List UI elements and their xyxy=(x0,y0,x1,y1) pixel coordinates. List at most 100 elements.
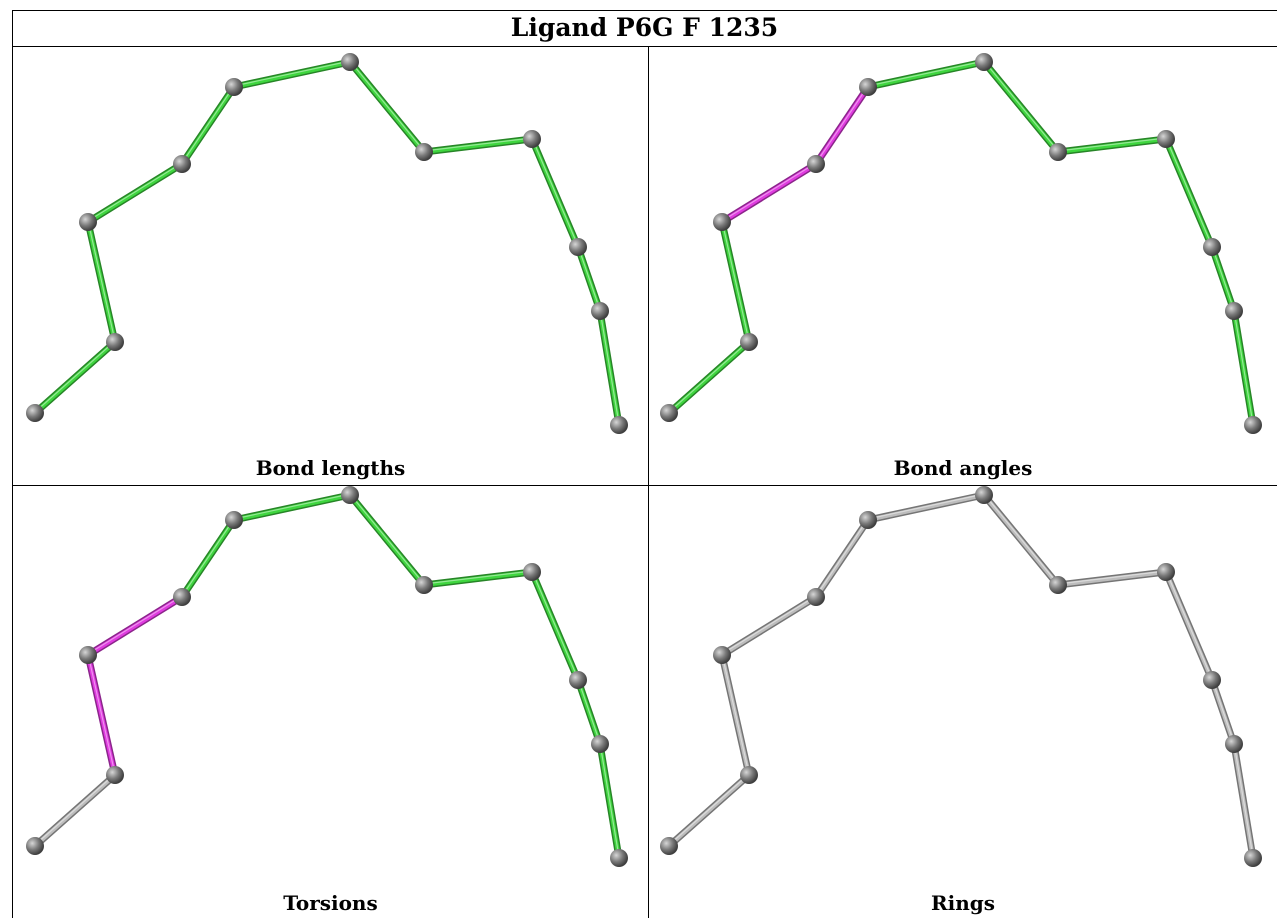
bond-3 xyxy=(178,516,238,601)
bond-2 xyxy=(718,593,820,659)
bond-4 xyxy=(230,491,354,524)
bond-4 xyxy=(864,491,988,524)
panel-bond-lengths: Bond lengths xyxy=(13,47,648,485)
bond-8 xyxy=(574,676,604,748)
panel-torsions: Torsions xyxy=(13,486,648,918)
bond-5 xyxy=(346,58,428,156)
atom-3 xyxy=(807,588,825,606)
atom-5 xyxy=(975,486,993,504)
atom-3 xyxy=(173,155,191,173)
caption-rings: Rings xyxy=(930,891,995,915)
atom-5 xyxy=(341,53,359,71)
molecule-torsions xyxy=(26,486,628,867)
row-divider xyxy=(12,485,1277,486)
atom-0 xyxy=(660,404,678,422)
bond-6 xyxy=(1054,135,1170,156)
bond-3 xyxy=(178,83,238,168)
atom-6 xyxy=(1049,576,1067,594)
bond-0 xyxy=(31,338,119,417)
bond-7 xyxy=(528,135,582,251)
atom-10 xyxy=(610,849,628,867)
atom-6 xyxy=(415,143,433,161)
atom-4 xyxy=(225,511,243,529)
atom-0 xyxy=(26,404,44,422)
atom-10 xyxy=(1244,416,1262,434)
bond-9 xyxy=(1230,307,1257,429)
atom-5 xyxy=(341,486,359,504)
bond-9 xyxy=(596,307,623,429)
bond-4 xyxy=(230,58,354,91)
atom-10 xyxy=(1244,849,1262,867)
column-divider xyxy=(648,46,649,918)
atom-9 xyxy=(1225,735,1243,753)
panel-bond-angles: Bond angles xyxy=(649,47,1277,485)
bond-8 xyxy=(1208,243,1238,315)
atom-5 xyxy=(975,53,993,71)
atom-1 xyxy=(740,766,758,784)
atom-0 xyxy=(26,837,44,855)
bond-7 xyxy=(1162,568,1216,684)
bond-2 xyxy=(84,160,186,226)
bond-1 xyxy=(718,218,753,346)
atom-1 xyxy=(740,333,758,351)
caption-bond-lengths: Bond lengths xyxy=(255,456,406,480)
panel-rings: Rings xyxy=(649,486,1277,918)
bond-6 xyxy=(1054,568,1170,589)
bond-5 xyxy=(980,491,1062,589)
bond-5 xyxy=(980,58,1062,156)
atom-8 xyxy=(1203,238,1221,256)
atom-6 xyxy=(1049,143,1067,161)
bond-8 xyxy=(574,243,604,315)
frame-left xyxy=(12,10,13,918)
caption-torsions: Torsions xyxy=(283,891,378,915)
atom-2 xyxy=(713,646,731,664)
bond-3 xyxy=(812,83,872,168)
atom-1 xyxy=(106,766,124,784)
atom-9 xyxy=(1225,302,1243,320)
bond-0 xyxy=(665,338,753,417)
atom-10 xyxy=(610,416,628,434)
atom-8 xyxy=(1203,671,1221,689)
bond-2 xyxy=(718,160,820,226)
bond-0 xyxy=(665,771,753,850)
bond-7 xyxy=(1162,135,1216,251)
bond-1 xyxy=(718,651,753,779)
bond-2 xyxy=(84,593,186,659)
atom-4 xyxy=(859,511,877,529)
atom-8 xyxy=(569,238,587,256)
atom-9 xyxy=(591,735,609,753)
bond-8 xyxy=(1208,676,1238,748)
molecule-rings xyxy=(660,486,1262,867)
frame-top xyxy=(12,10,1277,11)
atom-4 xyxy=(859,78,877,96)
atom-3 xyxy=(807,155,825,173)
atom-9 xyxy=(591,302,609,320)
caption-bond-angles: Bond angles xyxy=(893,456,1033,480)
bond-0 xyxy=(31,771,119,850)
bond-1 xyxy=(84,218,119,346)
bond-9 xyxy=(596,740,623,862)
atom-7 xyxy=(523,130,541,148)
molecule-bond-lengths xyxy=(26,53,628,434)
molecule-bond-angles xyxy=(660,53,1262,434)
atom-6 xyxy=(415,576,433,594)
atom-3 xyxy=(173,588,191,606)
bond-5 xyxy=(346,491,428,589)
atom-1 xyxy=(106,333,124,351)
atom-4 xyxy=(225,78,243,96)
atom-2 xyxy=(79,646,97,664)
atom-2 xyxy=(79,213,97,231)
atom-7 xyxy=(1157,130,1175,148)
bond-6 xyxy=(420,568,536,589)
atom-8 xyxy=(569,671,587,689)
bond-1 xyxy=(84,651,119,779)
header-divider xyxy=(12,46,1277,47)
atom-7 xyxy=(1157,563,1175,581)
atom-7 xyxy=(523,563,541,581)
bond-9 xyxy=(1230,740,1257,862)
atom-0 xyxy=(660,837,678,855)
atom-2 xyxy=(713,213,731,231)
ligand-title: Ligand P6G F 1235 xyxy=(510,13,779,42)
bond-7 xyxy=(528,568,582,684)
bond-4 xyxy=(864,58,988,91)
